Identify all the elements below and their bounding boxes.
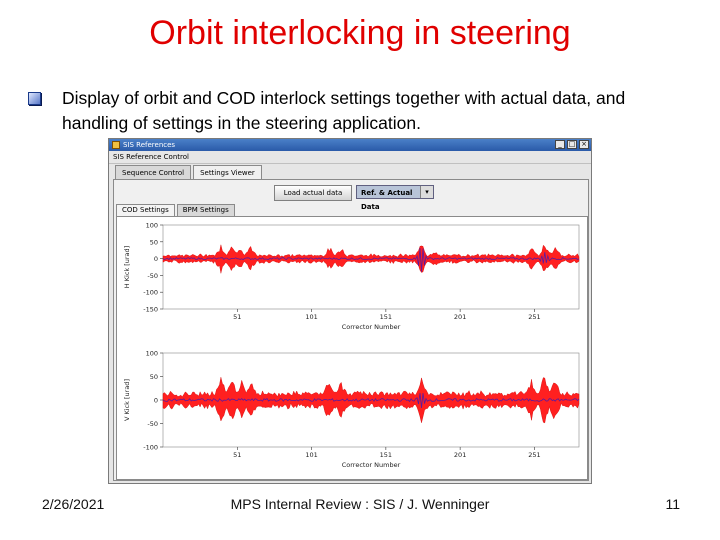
bullet-square-icon xyxy=(28,92,41,105)
bullet-paragraph: Display of orbit and COD interlock setti… xyxy=(28,86,696,136)
interlock-band-series xyxy=(162,244,580,274)
footer-date: 2/26/2021 xyxy=(42,496,105,512)
x-tick-label: 101 xyxy=(305,451,317,459)
maximize-button[interactable]: □ xyxy=(567,140,577,149)
footer-presentation: MPS Internal Review : SIS / J. Wenninger xyxy=(230,496,490,512)
x-tick-label: 51 xyxy=(233,451,241,459)
x-tick-label: 151 xyxy=(380,313,392,321)
y-tick-label: 0 xyxy=(154,397,158,405)
settings-subtabs: COD Settings BPM Settings xyxy=(116,204,237,216)
x-tick-label: 101 xyxy=(305,313,317,321)
y-axis-label: H Kick [urad] xyxy=(123,246,131,288)
y-tick-label: -100 xyxy=(143,289,158,297)
load-actual-data-button[interactable]: Load actual data xyxy=(274,185,352,201)
settings-viewer-panel: Load actual data Ref. & Actual Data ▾ CO… xyxy=(113,179,589,481)
tab-cod-settings[interactable]: COD Settings xyxy=(116,204,175,216)
tab-bpm-settings[interactable]: BPM Settings xyxy=(176,204,235,216)
tab-settings-viewer[interactable]: Settings Viewer xyxy=(193,165,262,180)
y-tick-label: 50 xyxy=(150,238,158,246)
y-tick-label: -50 xyxy=(147,420,158,428)
y-axis-label: V Kick [urad] xyxy=(123,379,131,421)
y-tick-label: -100 xyxy=(143,444,158,452)
x-axis-label: Corrector Number xyxy=(342,323,401,331)
x-tick-label: 51 xyxy=(233,313,241,321)
y-tick-label: 0 xyxy=(154,255,158,263)
app-icon xyxy=(112,141,120,149)
x-tick-label: 251 xyxy=(528,313,540,321)
x-tick-label: 201 xyxy=(454,313,466,321)
main-tabs: Sequence Control Settings Viewer xyxy=(115,165,264,180)
tab-sequence-control[interactable]: Sequence Control xyxy=(115,165,192,180)
x-tick-label: 201 xyxy=(454,451,466,459)
chart-container: 100 50 0 -50 -100 -150 51 101 151 201 251 Corrector… xyxy=(116,216,588,480)
y-tick-label: -150 xyxy=(143,306,158,314)
actual-data-series xyxy=(162,247,580,272)
sis-references-window: SIS References _ □ × SIS Reference Contr… xyxy=(108,138,592,484)
chevron-down-icon[interactable]: ▾ xyxy=(420,186,433,198)
window-title: SIS References xyxy=(123,141,176,149)
window-titlebar[interactable]: SIS References _ □ × xyxy=(109,139,591,151)
close-button[interactable]: × xyxy=(579,140,589,149)
plot-area xyxy=(162,224,580,310)
y-tick-label: 100 xyxy=(146,222,158,230)
x-tick-label: 151 xyxy=(380,451,392,459)
slide-title: Orbit interlocking in steering xyxy=(149,14,571,52)
bullet-text: Display of orbit and COD interlock setti… xyxy=(62,88,626,133)
kick-charts-svg: 100 50 0 -50 -100 -150 51 101 151 201 251 Corrector… xyxy=(123,222,580,469)
y-tick-label: 100 xyxy=(146,350,158,358)
y-tick-label: 50 xyxy=(150,373,158,381)
panel-label: SIS Reference Control xyxy=(109,151,591,164)
actual-data-series xyxy=(162,392,580,408)
data-mode-select[interactable]: Ref. & Actual Data ▾ xyxy=(356,185,434,211)
footer-page-number: 11 xyxy=(665,496,680,512)
data-mode-select-value: Ref. & Actual Data xyxy=(361,189,413,211)
x-axis-label: Corrector Number xyxy=(342,461,401,469)
y-tick-label: -50 xyxy=(147,272,158,280)
minimize-button[interactable]: _ xyxy=(555,140,565,149)
x-tick-label: 251 xyxy=(528,451,540,459)
